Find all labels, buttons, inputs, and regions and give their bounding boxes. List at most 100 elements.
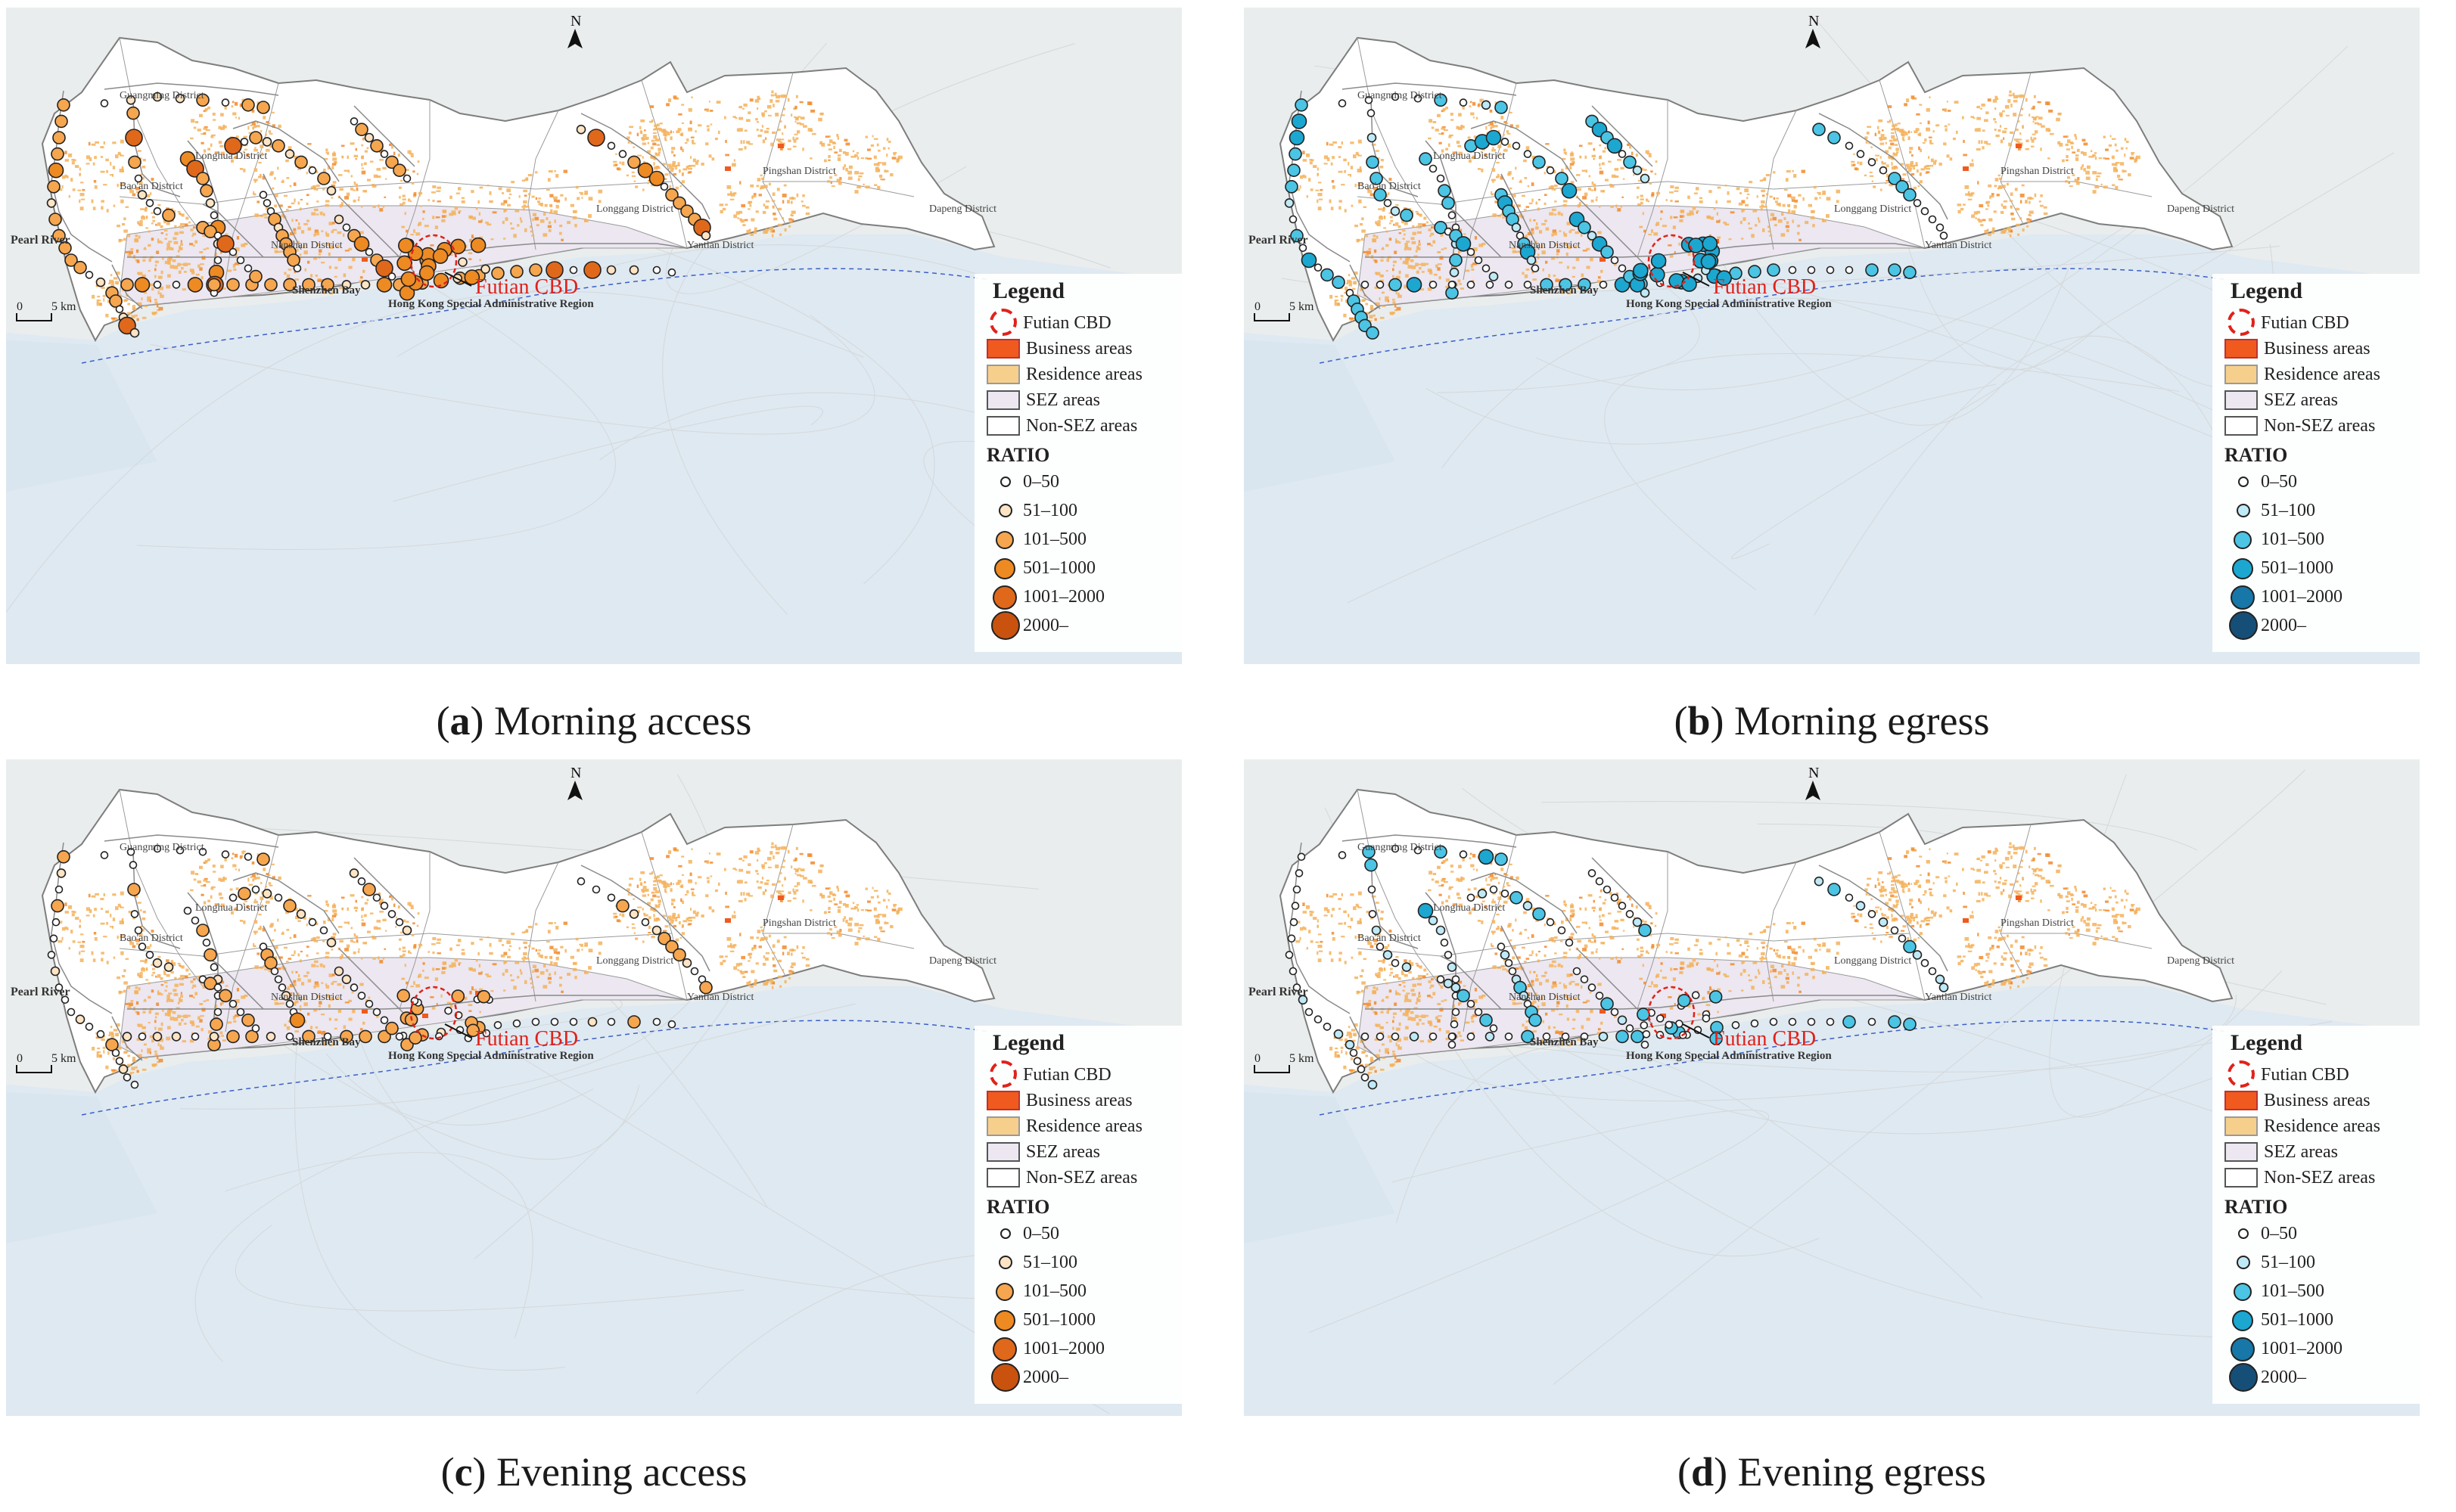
station-marker bbox=[1447, 1032, 1457, 1041]
station-marker bbox=[334, 966, 344, 976]
station-marker bbox=[229, 999, 238, 1008]
station-marker bbox=[163, 962, 174, 972]
ratio-class-item: 0–50 bbox=[987, 467, 1059, 496]
station-marker bbox=[323, 1032, 332, 1041]
legend-item: Non-SEZ areas bbox=[987, 413, 1137, 437]
station-marker bbox=[281, 991, 291, 1001]
station-marker bbox=[200, 184, 213, 197]
station-marker bbox=[1508, 967, 1517, 976]
station-marker bbox=[350, 983, 359, 992]
map-panel-evening-access: Futian CBD Guangming District Longhua Dist… bbox=[6, 759, 1182, 1416]
ratio-class-label: 101–500 bbox=[1023, 1280, 1087, 1301]
station-marker bbox=[1388, 278, 1402, 292]
station-marker bbox=[1606, 138, 1623, 154]
station-marker bbox=[365, 999, 374, 1008]
station-marker bbox=[224, 137, 242, 155]
north-arrow-icon bbox=[567, 29, 583, 48]
station-marker bbox=[229, 893, 238, 902]
station-marker bbox=[652, 265, 661, 275]
ratio-class-label: 51–100 bbox=[1023, 499, 1077, 520]
station-marker bbox=[627, 1015, 641, 1029]
hong-kong-border bbox=[81, 1020, 990, 1116]
station-marker bbox=[396, 989, 411, 1003]
station-marker bbox=[1447, 1040, 1457, 1049]
station-marker bbox=[138, 1032, 147, 1041]
station-marker bbox=[1812, 123, 1826, 136]
station-marker bbox=[1297, 852, 1306, 862]
legend-item: Futian CBD bbox=[987, 1060, 1111, 1088]
station-marker bbox=[1440, 938, 1449, 947]
station-marker bbox=[54, 983, 64, 992]
district-label: Nanshan District bbox=[271, 240, 343, 251]
ratio-class-item: 1001–2000 bbox=[2224, 1334, 2343, 1363]
station-marker bbox=[1474, 256, 1483, 265]
station-marker bbox=[334, 214, 344, 225]
legend-item-label: Non-SEZ areas bbox=[2264, 414, 2376, 435]
legend-item: Non-SEZ areas bbox=[987, 1165, 1137, 1189]
station-marker bbox=[240, 138, 249, 146]
ratio-class-item: 2000– bbox=[2224, 1363, 2306, 1392]
station-marker bbox=[1466, 999, 1475, 1008]
ratio-class-item: 501–1000 bbox=[2224, 1306, 2333, 1334]
legend-item-label: Residence areas bbox=[2264, 362, 2380, 383]
station-marker bbox=[1578, 220, 1591, 234]
station-marker bbox=[321, 278, 334, 292]
station-marker bbox=[418, 265, 435, 281]
station-marker bbox=[1807, 1017, 1816, 1026]
legend-item-label: Futian CBD bbox=[1023, 311, 1111, 332]
station-marker bbox=[1353, 1057, 1362, 1066]
station-marker bbox=[54, 885, 64, 894]
station-marker bbox=[1523, 281, 1532, 289]
station-marker bbox=[204, 225, 217, 239]
station-marker bbox=[1466, 893, 1475, 902]
station-marker bbox=[378, 1029, 391, 1044]
station-marker bbox=[1532, 155, 1546, 169]
station-marker bbox=[187, 277, 204, 293]
legend-item-label: SEZ areas bbox=[2264, 1140, 2338, 1161]
ratio-class-item: 51–100 bbox=[987, 1248, 1077, 1277]
station-marker bbox=[1401, 962, 1412, 972]
station-marker bbox=[126, 95, 136, 105]
ratio-dot-icon bbox=[993, 1337, 1017, 1361]
station-marker bbox=[1637, 1007, 1650, 1021]
station-marker bbox=[183, 906, 192, 915]
ratio-class-item: 51–100 bbox=[2224, 1248, 2315, 1277]
station-marker bbox=[1481, 264, 1491, 273]
station-marker bbox=[387, 272, 396, 281]
station-marker bbox=[171, 1032, 182, 1042]
station-marker bbox=[285, 999, 294, 1008]
stations bbox=[1285, 844, 1949, 1090]
legend-swatch-icon bbox=[987, 1141, 1020, 1161]
station-marker bbox=[349, 868, 359, 878]
station-marker bbox=[466, 1023, 480, 1038]
station-marker bbox=[1362, 845, 1376, 859]
station-marker bbox=[1429, 164, 1438, 173]
station-marker bbox=[1417, 902, 1434, 919]
station-marker bbox=[244, 264, 253, 273]
legend-item: Futian CBD bbox=[2224, 309, 2349, 336]
station-marker bbox=[1523, 150, 1532, 158]
legend-swatch-icon bbox=[987, 364, 1020, 383]
district-label: Longgang District bbox=[1834, 955, 1911, 967]
station-marker bbox=[1807, 265, 1816, 275]
district-label: Yantian District bbox=[1925, 992, 1992, 1003]
station-marker bbox=[210, 1017, 223, 1032]
station-marker bbox=[289, 1012, 306, 1029]
station-marker bbox=[667, 1020, 676, 1029]
station-marker bbox=[1600, 997, 1614, 1011]
station-marker bbox=[209, 1032, 219, 1042]
district-label: Bao'an District bbox=[1357, 933, 1421, 944]
station-marker bbox=[1290, 228, 1304, 243]
ratio-title: RATIO bbox=[2224, 1195, 2288, 1218]
station-marker bbox=[341, 280, 352, 290]
station-marker bbox=[105, 1038, 119, 1052]
station-marker bbox=[1289, 215, 1298, 224]
station-marker bbox=[1531, 264, 1540, 273]
station-marker bbox=[1842, 1015, 1856, 1029]
ratio-class-item: 51–100 bbox=[2224, 496, 2315, 525]
station-marker bbox=[1939, 231, 1948, 240]
station-marker bbox=[652, 1017, 661, 1026]
legend-title: Legend bbox=[993, 280, 1065, 304]
cbd-swatch-icon bbox=[990, 1060, 1017, 1088]
svg-text:0: 0 bbox=[17, 300, 23, 313]
